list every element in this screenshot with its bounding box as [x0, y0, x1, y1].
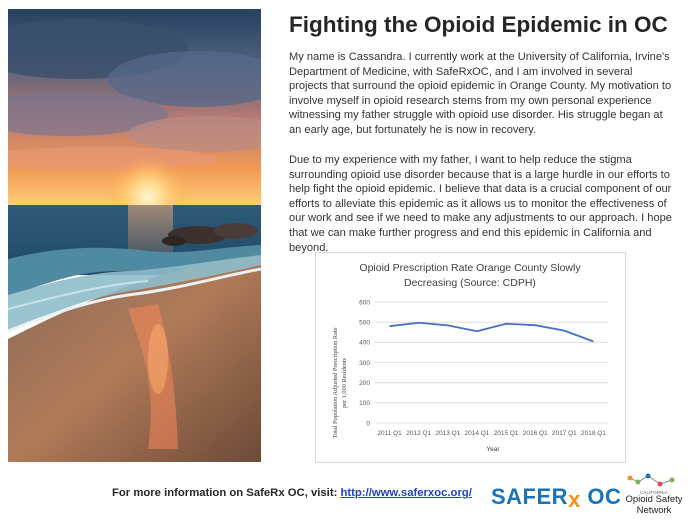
x-tick-label: 2016 Q1: [523, 430, 548, 437]
chart-series: [389, 321, 594, 343]
beach-sunset-illustration: [8, 9, 261, 462]
y-tick-label: 400: [359, 340, 370, 347]
footer-text: For more information on SafeRx OC, visit…: [112, 487, 338, 499]
y-tick-label: 200: [359, 380, 370, 387]
x-tick-label: 2018 Q1: [581, 430, 606, 437]
chart-canvas: Opioid Prescription Rate Orange County S…: [332, 262, 608, 453]
x-tick-label: 2011 Q1: [377, 430, 402, 437]
saferx-logo-right: OC: [580, 484, 622, 509]
y-tick-label: 100: [359, 400, 370, 407]
x-tick-label: 2017 Q1: [552, 430, 577, 437]
chart-gridlines: [375, 301, 608, 424]
x-tick-label: 2015 Q1: [494, 430, 519, 437]
motivation-paragraph: Due to my experience with my father, I w…: [289, 154, 672, 254]
network-nodes-icon: [627, 473, 675, 487]
chart-x-ticks: 2011 Q1 2012 Q1 2013 Q1 2014 Q1 2015 Q1 2016 …: [377, 430, 606, 437]
x-tick-label: 2014 Q1: [464, 430, 489, 437]
chart-y-axis-label-line-2: per 1,000 Residents: [341, 358, 348, 408]
california-opioid-safety-network-logo: CALIFORNIA Opioid Safety Network: [621, 490, 687, 516]
y-tick-label: 600: [359, 299, 370, 306]
chart-y-axis-label-line-1: Total Population Adjusted Prescription R…: [332, 327, 339, 438]
saferx-logo-left: SAFER: [491, 484, 569, 509]
saferxoc-link[interactable]: http://www.saferxoc.org/: [340, 487, 472, 499]
beach-sunset-photo: [8, 9, 261, 462]
cosn-line-1: Opioid Safety: [625, 494, 683, 505]
page-title: Fighting the Opioid Epidemic in OC: [289, 12, 668, 37]
series-line-prescription-rate: [389, 321, 594, 343]
chart-title-line-1: Opioid Prescription Rate Orange County S…: [359, 262, 581, 274]
chart-y-ticks: 0 100 200 300 400 500 600: [359, 299, 370, 427]
cosn-line-2: Network: [636, 504, 672, 516]
opioid-rate-chart: Opioid Prescription Rate Orange County S…: [315, 252, 626, 463]
x-tick-label: 2012 Q1: [406, 430, 431, 437]
saferx-oc-logo: SAFERx OC: [491, 484, 622, 512]
y-tick-label: 0: [366, 420, 370, 427]
y-tick-label: 500: [359, 319, 370, 326]
footer-info: For more information on SafeRx OC, visit…: [112, 487, 472, 499]
cosn-state: CALIFORNIA: [640, 490, 668, 495]
chart-x-axis-label: Year: [486, 446, 500, 453]
x-tick-label: 2013 Q1: [435, 430, 460, 437]
chart-title-line-2: Decreasing (Source: CDPH): [404, 277, 536, 289]
y-tick-label: 300: [359, 360, 370, 367]
saferx-logo-rx: x: [568, 487, 581, 512]
intro-paragraph: My name is Cassandra. I currently work a…: [289, 51, 672, 136]
